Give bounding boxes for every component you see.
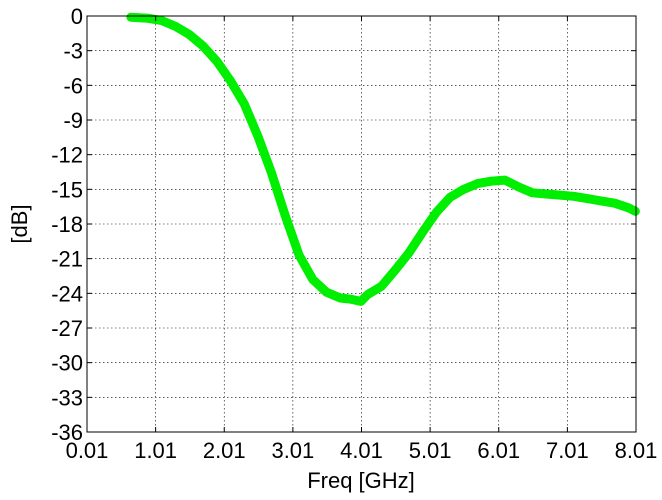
series-line <box>126 12 640 306</box>
x-tick-labels: 0.01 1.01 2.01 3.01 4.01 5.01 6.01 7.01 8.01 <box>66 438 658 463</box>
y-tick-label: -24 <box>51 281 83 306</box>
y-tick-label: -36 <box>51 420 83 445</box>
x-tick-label: 4.01 <box>340 438 383 463</box>
x-tick-label: 1.01 <box>134 438 177 463</box>
x-tick-label: 2.01 <box>203 438 246 463</box>
x-tick-label: 6.01 <box>477 438 520 463</box>
y-axis-title: [dB] <box>7 204 32 243</box>
y-tick-label: -9 <box>63 108 83 133</box>
y-tick-label: -18 <box>51 212 83 237</box>
x-tick-label: 0.01 <box>66 438 109 463</box>
y-tick-label: -21 <box>51 247 83 272</box>
x-tick-label: 3.01 <box>271 438 314 463</box>
y-tick-label: -30 <box>51 351 83 376</box>
x-axis-title: Freq [GHz] <box>307 468 415 493</box>
y-tick-labels: 0 -3 -6 -9 -12 -15 -18 -21 -24 -27 -30 -33 -36 <box>51 4 83 445</box>
y-tick-label: -3 <box>63 39 83 64</box>
y-tick-label: -15 <box>51 177 83 202</box>
y-tick-label: -33 <box>51 385 83 410</box>
x-tick-label: 5.01 <box>409 438 452 463</box>
tick-marks <box>86 15 637 433</box>
y-tick-label: -27 <box>51 316 83 341</box>
x-tick-label: 8.01 <box>615 438 658 463</box>
x-tick-label: 7.01 <box>546 438 589 463</box>
y-tick-label: 0 <box>71 4 83 29</box>
y-tick-label: -12 <box>51 143 83 168</box>
grid-lines <box>87 16 636 432</box>
y-tick-label: -6 <box>63 73 83 98</box>
series-layer <box>126 12 640 306</box>
